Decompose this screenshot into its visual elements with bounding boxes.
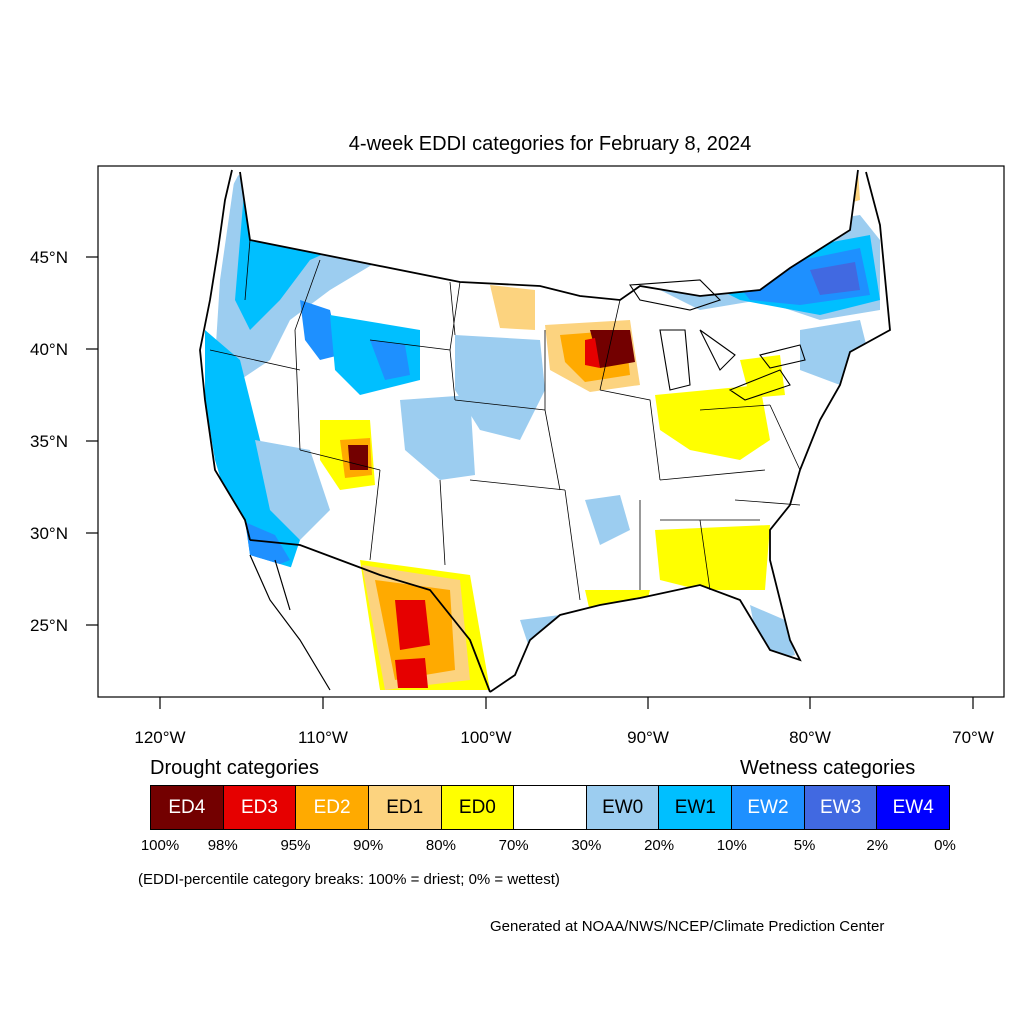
legend-box-ed1: ED1 (368, 786, 442, 829)
legend-box-ew0: EW0 (586, 786, 660, 829)
region-ed3-south-texas (395, 658, 428, 688)
percentile-label: 0% (934, 837, 956, 854)
region-ed0-ohio-valley (655, 385, 770, 460)
credit-line: Generated at NOAA/NWS/NCEP/Climate Predi… (490, 918, 885, 935)
region-ew2-wyoming (370, 340, 410, 380)
percentile-label: 5% (793, 837, 816, 854)
us-outline (199, 169, 891, 693)
lon-label: 90°W (627, 728, 669, 747)
lat-label: 35°N (30, 432, 68, 451)
legend-box-normal (514, 786, 587, 829)
region-ed3-wisconsin (585, 338, 600, 368)
lat-label: 30°N (30, 524, 68, 543)
lon-label: 80°W (789, 728, 831, 747)
region-ew0-colorado (400, 395, 475, 480)
percentile-label: 20% (644, 837, 675, 854)
lon-label: 110°W (298, 728, 348, 747)
category-note: (EDDI-percentile category breaks: 100% =… (138, 871, 560, 888)
region-ew0-arkansas (585, 495, 630, 545)
lat-labels: 45°N 40°N 35°N 30°N 25°N (30, 248, 68, 635)
legend-box-ew3: EW3 (804, 786, 878, 829)
region-ed0-gulf-coast (585, 590, 650, 612)
region-ed4-utah (348, 445, 368, 470)
region-ed4-wisconsin (590, 330, 635, 368)
eddi-field (205, 170, 880, 690)
percentile-label: 2% (866, 837, 889, 854)
legend-box-ew4: EW4 (877, 786, 950, 829)
percentile-label: 90% (353, 837, 384, 854)
percentile-label: 30% (571, 837, 602, 854)
lon-label: 70°W (952, 728, 994, 747)
great-lakes (629, 279, 806, 401)
eddi-map: 45°N 40°N 35°N 30°N 25°N 120°W 110°W 100… (30, 165, 1005, 747)
legend-box-ew1: EW1 (659, 786, 733, 829)
percentile-label: 98% (207, 837, 238, 854)
region-ew0-northeast (800, 320, 870, 385)
percentile-label: 70% (498, 837, 529, 854)
region-ed2-superior (665, 200, 725, 240)
lon-label: 120°W (134, 728, 185, 747)
drought-heading: Drought categories (150, 757, 319, 779)
legend-box-ed4: ED4 (151, 786, 224, 829)
region-ed3-texas (395, 600, 430, 650)
percentile-label: 95% (280, 837, 311, 854)
wetness-heading: Wetness categories (740, 757, 916, 779)
region-ew0-nevada (255, 440, 330, 540)
region-ew0-florida (750, 605, 795, 660)
lon-label: 100°W (460, 728, 511, 747)
region-ed1-ontario-north (650, 170, 860, 230)
map-frame (97, 165, 1005, 698)
legend-box-ed0: ED0 (441, 786, 515, 829)
lat-label: 25°N (30, 616, 68, 635)
region-ew0-nebraska (455, 335, 545, 440)
percentile-label: 10% (716, 837, 747, 854)
region-ew2-northwest (250, 178, 280, 230)
legend-box-ed3: ED3 (223, 786, 297, 829)
map-title: 4-week EDDI categories for February 8, 2… (348, 133, 752, 155)
region-ed4-superior (678, 212, 708, 238)
region-ed0-north-dakota (490, 285, 535, 330)
tick-marks (86, 256, 974, 709)
boundary-lines (199, 169, 891, 693)
percentile-label: 80% (425, 837, 456, 854)
lat-label: 40°N (30, 340, 68, 359)
legend-box-ew2: EW2 (732, 786, 805, 829)
region-ew3-quebec (810, 262, 860, 295)
lon-labels: 120°W 110°W 100°W 90°W 80°W 70°W (134, 728, 993, 747)
region-ew3-washington (252, 175, 270, 205)
mexico-coast (249, 554, 331, 691)
legend-box-ed2: ED2 (296, 786, 369, 829)
region-ed0-southeast (655, 525, 770, 590)
region-ew0-minnesota (555, 230, 650, 290)
percentile-breaks: 100% 98% 95% 90% 80% 70% 30% 20% 10% 5% 2% 0% (0, 837, 1024, 857)
category-legend: ED4 ED3 ED2 ED1 ED0 EW0 EW1 EW2 EW3 EW4 (150, 785, 950, 830)
state-lines (209, 239, 801, 601)
lat-label: 45°N (30, 248, 68, 267)
percentile-label: 100% (140, 837, 180, 854)
